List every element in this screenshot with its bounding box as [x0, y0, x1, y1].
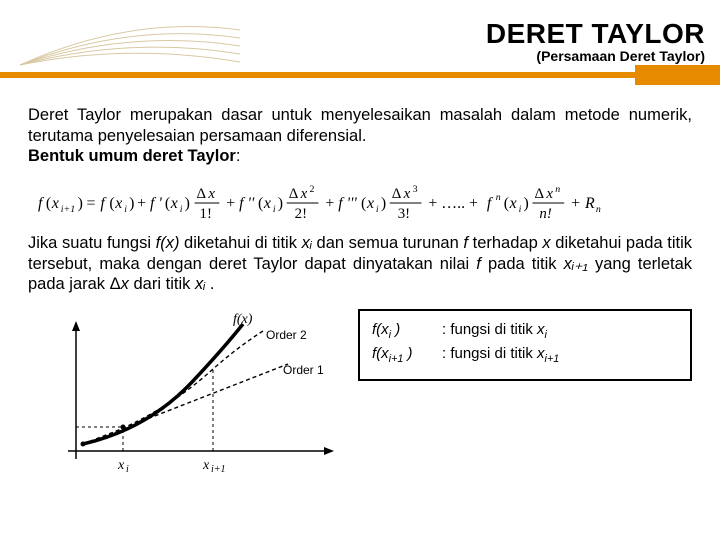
svg-text:x: x	[207, 186, 215, 202]
accent-bar	[0, 72, 720, 78]
form-label-line: Bentuk umum deret Taylor:	[28, 146, 692, 167]
svg-text:): )	[381, 195, 386, 212]
form-colon: :	[236, 147, 241, 165]
svg-text:Δ: Δ	[392, 186, 402, 202]
svg-text:i+1: i+1	[61, 204, 75, 215]
svg-text:(: (	[258, 195, 263, 212]
svg-text:): )	[78, 195, 83, 212]
exp-t4: terhadap	[468, 234, 542, 252]
graph-fx-label: f(x)	[233, 312, 253, 327]
svg-text:+: +	[137, 195, 146, 212]
legend-key-1: f(xi )	[372, 321, 442, 341]
svg-text:f ''': f '''	[338, 195, 357, 212]
legend-val-2: : fungsi di titik xi+1	[442, 345, 678, 365]
svg-text:n: n	[555, 184, 560, 195]
taylor-graph: f(x) Order 2 Order 1 x i x i+1	[28, 309, 358, 474]
svg-text:x: x	[403, 186, 411, 202]
graph-xi1-label: x	[202, 458, 210, 473]
legend-box: f(xi ) : fungsi di titik xi f(xi+1 ) : f…	[358, 309, 692, 381]
explanation-paragraph: Jika suatu fungsi f(x) diketahui di titi…	[28, 233, 692, 295]
svg-text:f ': f '	[150, 195, 162, 212]
svg-text:i: i	[126, 464, 129, 474]
svg-text:+: +	[571, 195, 580, 212]
svg-text:Δ: Δ	[289, 186, 299, 202]
svg-text:Δ: Δ	[534, 186, 544, 202]
slide-header: DERET TAYLOR (Persamaan Deret Taylor)	[0, 0, 720, 85]
svg-text:n: n	[596, 204, 601, 215]
svg-text:x: x	[509, 195, 517, 212]
legend-key-2: f(xi+1 )	[372, 345, 442, 365]
sub-title: (Persamaan Deret Taylor)	[486, 48, 705, 64]
svg-text:i: i	[124, 204, 127, 215]
svg-text:n: n	[496, 192, 501, 203]
svg-text:): )	[185, 195, 190, 212]
svg-text:f '': f ''	[239, 195, 255, 212]
svg-text:x: x	[51, 195, 59, 212]
exp-t8: dari titik	[129, 275, 195, 293]
svg-text:f: f	[487, 195, 494, 212]
svg-text:i: i	[273, 204, 276, 215]
graph-xi-label: x	[117, 458, 125, 473]
svg-text:x: x	[114, 195, 122, 212]
svg-text:+: +	[226, 195, 235, 212]
svg-text:x: x	[545, 186, 553, 202]
graph-svg: f(x) Order 2 Order 1 x i x i+1	[28, 309, 358, 474]
svg-text:(: (	[109, 195, 114, 212]
svg-text:2!: 2!	[295, 206, 307, 222]
svg-text:2: 2	[310, 184, 315, 195]
intro-paragraph: Deret Taylor merupakan dasar untuk menye…	[28, 105, 692, 146]
svg-text:x: x	[300, 186, 308, 202]
lower-row: f(x) Order 2 Order 1 x i x i+1 f(xi ) : …	[0, 309, 720, 474]
header-arc-decoration	[20, 10, 240, 70]
svg-text:+ ….. +: + ….. +	[428, 195, 478, 212]
svg-text:i: i	[376, 204, 379, 215]
svg-text:(: (	[361, 195, 366, 212]
graph-order2-label: Order 2	[266, 328, 307, 342]
exp-t6: pada titik	[481, 255, 564, 273]
exp-t2: diketahui di titik	[179, 234, 301, 252]
svg-text:1!: 1!	[200, 206, 212, 222]
svg-text:i: i	[180, 204, 183, 215]
graph-order1-label: Order 1	[283, 363, 324, 377]
exp-t9: .	[205, 275, 214, 293]
svg-text:n!: n!	[539, 206, 551, 222]
svg-text:f: f	[100, 195, 107, 212]
legend-row-1: f(xi ) : fungsi di titik xi	[372, 321, 678, 341]
exp-t1: Jika suatu fungsi	[28, 234, 156, 252]
legend-val-1: : fungsi di titik xi	[442, 321, 678, 341]
legend-row-2: f(xi+1 ) : fungsi di titik xi+1	[372, 345, 678, 365]
svg-text:x: x	[366, 195, 374, 212]
exp-t3: dan semua turunan	[312, 234, 464, 252]
exp-xi2: xᵢ	[195, 275, 205, 293]
exp-x: x	[542, 234, 550, 252]
svg-text:(: (	[46, 195, 51, 212]
svg-text:): )	[129, 195, 134, 212]
svg-text:3!: 3!	[398, 206, 410, 222]
accent-box	[635, 65, 720, 85]
main-title: DERET TAYLOR	[486, 18, 705, 50]
svg-text:x: x	[170, 195, 178, 212]
svg-text:R: R	[584, 195, 595, 212]
exp-xi: xᵢ	[302, 234, 312, 252]
svg-text:): )	[524, 195, 529, 212]
svg-text:f: f	[38, 195, 45, 212]
svg-text:=: =	[87, 195, 96, 212]
svg-text:3: 3	[413, 184, 418, 195]
svg-text:Δ: Δ	[197, 186, 207, 202]
svg-text:+: +	[325, 195, 334, 212]
exp-xi1: xᵢ₊₁	[564, 255, 588, 273]
svg-text:(: (	[165, 195, 170, 212]
svg-text:i+1: i+1	[211, 464, 226, 474]
form-label: Bentuk umum deret Taylor	[28, 147, 236, 165]
exp-x2: x	[121, 275, 129, 293]
taylor-formula: f ( x i+1 ) = f ( x i ) + f ' ( x i ) Δ …	[28, 181, 692, 223]
svg-text:x: x	[263, 195, 271, 212]
exp-fx: f(x)	[156, 234, 180, 252]
svg-text:(: (	[504, 195, 509, 212]
formula-svg: f ( x i+1 ) = f ( x i ) + f ' ( x i ) Δ …	[38, 180, 692, 224]
svg-text:): )	[278, 195, 283, 212]
title-block: DERET TAYLOR (Persamaan Deret Taylor)	[486, 18, 705, 64]
content-area: Deret Taylor merupakan dasar untuk menye…	[0, 85, 720, 295]
svg-text:i: i	[519, 204, 522, 215]
